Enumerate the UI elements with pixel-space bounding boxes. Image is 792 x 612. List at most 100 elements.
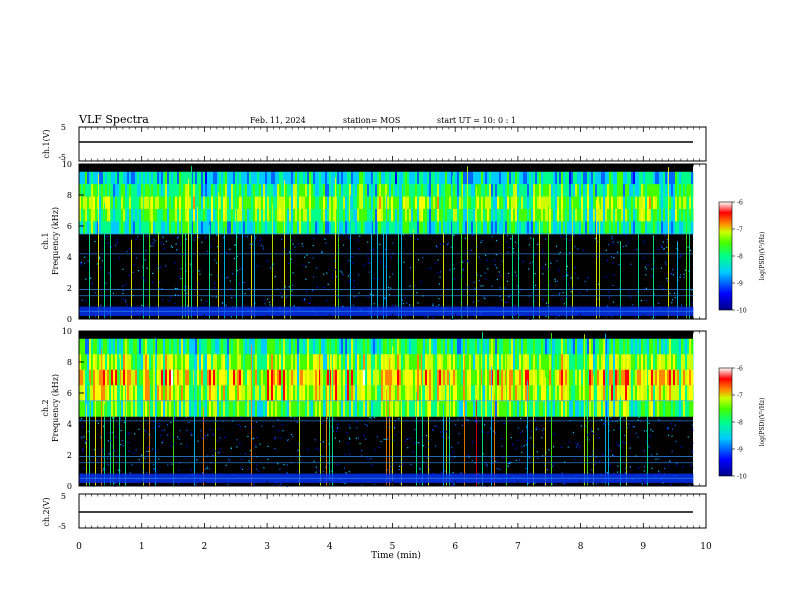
spectrogram-cell: [523, 385, 525, 402]
spectrogram-cell: [645, 184, 647, 198]
noise-dot: [157, 425, 159, 428]
spectrogram-cell: [351, 338, 353, 355]
noise-dot: [219, 451, 221, 454]
spectrogram-cell: [531, 221, 533, 235]
noise-dot: [141, 304, 143, 307]
spectrogram-cell: [275, 400, 277, 417]
spectrogram-cell: [683, 184, 685, 198]
spectrogram-cell: [495, 171, 497, 185]
spectrogram-cell: [579, 385, 581, 402]
spectrogram-cell: [661, 338, 663, 355]
spectrogram-cell: [323, 400, 325, 417]
spectrogram-cell: [295, 369, 297, 386]
noise-dot: [251, 426, 253, 428]
noise-dot: [624, 442, 626, 444]
noise-dot: [229, 248, 231, 250]
spectrogram-cell: [637, 196, 639, 210]
noise-dot: [161, 288, 163, 290]
noise-dot: [461, 275, 463, 277]
spectrogram-cell: [409, 171, 411, 185]
spectrogram-cell: [227, 184, 229, 198]
noise-dot: [450, 246, 452, 248]
spectrogram-cell: [563, 338, 565, 355]
spectrogram-cell: [273, 338, 275, 355]
noise-dot: [145, 450, 147, 453]
noise-dot: [322, 273, 325, 275]
spectrogram-cell: [169, 171, 171, 185]
noise-dot: [523, 445, 525, 447]
ytick-label: 0: [67, 315, 72, 324]
noise-dot: [521, 451, 523, 454]
spectrogram-cell: [233, 385, 235, 402]
spectrogram-cell: [473, 369, 475, 386]
spectrogram-cell: [515, 221, 517, 235]
spectrogram-cell: [517, 369, 519, 386]
noise-dot: [437, 272, 439, 274]
spectrogram-cell: [469, 369, 471, 386]
spectrogram-cell: [681, 338, 683, 355]
spectrogram-cell: [539, 196, 541, 210]
spectrogram-cell: [571, 171, 573, 185]
noise-dot: [442, 470, 445, 472]
spectrogram-cell: [515, 338, 517, 355]
noise-dot: [137, 235, 139, 238]
spectrogram-cell: [573, 171, 575, 185]
spectrogram-cell: [281, 369, 283, 386]
spectrogram-cell: [373, 171, 375, 185]
spectrogram-cell: [585, 338, 587, 355]
spectrogram-cell: [199, 196, 201, 210]
spectrogram-cell: [101, 184, 103, 198]
spectrogram-cell: [425, 338, 427, 355]
spectrogram-cell: [675, 221, 677, 235]
spectrogram-cell: [509, 369, 511, 386]
spectrogram-cell: [675, 196, 677, 210]
noise-dot: [288, 286, 290, 288]
spectrogram-cell: [287, 400, 289, 417]
noise-dot: [195, 484, 197, 486]
noise-dot: [436, 247, 438, 249]
spectrogram-cell: [593, 184, 595, 198]
noise-dot: [121, 439, 124, 442]
spectrogram-cell: [221, 354, 223, 371]
spectrogram-cell: [611, 171, 613, 185]
spectrogram-cell: [341, 369, 343, 386]
noise-dot: [267, 445, 269, 447]
spectrogram-cell: [479, 385, 481, 402]
spectrogram-cell: [263, 208, 265, 222]
spectrogram-cell: [689, 338, 691, 355]
spectrogram-cell: [223, 208, 225, 222]
spectrogram-cell: [89, 338, 91, 355]
noise-dot: [653, 266, 655, 268]
spectrogram-cell: [273, 354, 275, 371]
spectrogram-cell: [437, 338, 439, 355]
noise-dot: [506, 276, 508, 278]
spectrogram-cell: [535, 184, 537, 198]
noise-dot: [303, 264, 305, 266]
spectrogram-cell: [393, 184, 395, 198]
spectrogram-cell: [121, 196, 123, 210]
spectrogram-cell: [131, 221, 133, 235]
spectrogram-cell: [293, 385, 295, 402]
noise-dot: [240, 416, 242, 418]
noise-dot: [441, 436, 444, 438]
noise-dot: [527, 316, 529, 319]
spectrogram-cell: [395, 171, 397, 185]
spectrogram-cell: [125, 171, 127, 185]
spectrogram-cell: [491, 208, 493, 222]
spectrogram-cell: [589, 208, 591, 222]
spectrogram-cell: [275, 354, 277, 371]
noise-dot: [186, 286, 188, 288]
noise-dot: [605, 316, 607, 319]
noise-dot: [255, 444, 257, 446]
spectrogram-cell: [355, 184, 357, 198]
spectrogram-cell: [603, 208, 605, 222]
spectrogram-cell: [639, 385, 641, 402]
spectrogram-cell: [555, 184, 557, 198]
noise-dot: [481, 239, 483, 242]
spectrogram-cell: [421, 184, 423, 198]
spectrogram-cell: [373, 369, 375, 386]
spectrogram-cell: [423, 196, 425, 210]
spectrogram-cell: [675, 385, 677, 402]
noise-dot: [115, 436, 117, 439]
spectrogram-cell: [635, 171, 637, 185]
